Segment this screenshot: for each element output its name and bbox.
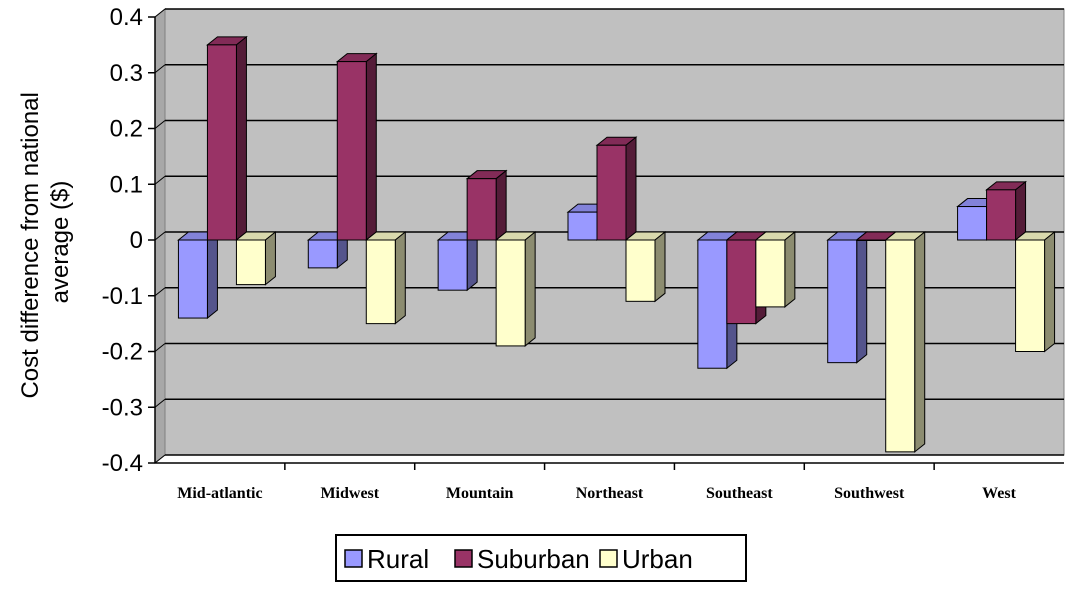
- x-tick-label: Midwest: [320, 485, 379, 502]
- bar-urban-northeast: [624, 230, 667, 303]
- x-tick-label: Mountain: [446, 485, 514, 502]
- bar-urban-mid-atlantic: [235, 230, 277, 286]
- bar-urban-southeast: [754, 230, 797, 308]
- legend-label-urban: Urban: [622, 544, 693, 574]
- bars: [177, 35, 1056, 453]
- bar-urban-midwest: [364, 230, 407, 325]
- bar-suburban-midwest: [335, 52, 378, 242]
- y-tick-label: 0.2: [110, 116, 143, 143]
- bar-front-face: [986, 189, 1017, 241]
- legend-box: [335, 534, 747, 582]
- bar-side-face: [1015, 180, 1027, 242]
- x-tick-label: West: [982, 485, 1016, 502]
- bar-suburban-west: [985, 180, 1027, 242]
- bar-front-face: [336, 61, 367, 241]
- bar-side-face: [466, 230, 478, 292]
- x-tick-label: Northeast: [576, 485, 644, 502]
- bar-front-face: [567, 211, 598, 241]
- bar-front-face: [755, 239, 786, 308]
- y-tick-labels: 0.4 0.3 0.2 0.1 0 -0.1 -0.2 -0.3 -0.4: [102, 4, 143, 477]
- gridline-depth: [154, 398, 166, 408]
- x-tick-label: Southwest: [834, 485, 905, 502]
- y-tick-label: 0.4: [110, 4, 143, 31]
- gridline-depth: [154, 343, 166, 352]
- y-axis-label: Cost difference from national average ($…: [17, 85, 74, 398]
- legend-swatch-rural: [344, 549, 363, 568]
- bar-side-face: [856, 230, 868, 364]
- bar-side-face: [206, 230, 218, 320]
- bar-side-face: [495, 169, 507, 242]
- gridline-depth: [154, 8, 166, 18]
- x-tick-label: Mid-atlantic: [177, 485, 262, 502]
- bar-front-face: [466, 178, 497, 241]
- bar-side-face: [365, 52, 377, 242]
- x-tick-label: Southeast: [706, 485, 773, 502]
- bar-side-face: [394, 230, 406, 325]
- bar-suburban-mountain: [465, 169, 508, 242]
- bar-front-face: [365, 239, 396, 325]
- bar-side-face: [784, 230, 796, 308]
- gridline-depth: [154, 175, 166, 185]
- bar-front-face: [697, 239, 728, 369]
- bar-front-face: [957, 206, 988, 241]
- legend-label-rural: Rural: [367, 544, 429, 574]
- bar-front-face: [206, 44, 237, 241]
- bar-front-face: [625, 239, 656, 302]
- bar-side-face: [654, 230, 666, 303]
- y-tick-label: -0.4: [102, 450, 143, 477]
- bar-front-face: [495, 239, 526, 347]
- bar-front-face: [437, 239, 468, 291]
- bar-suburban-mid-atlantic: [206, 35, 248, 242]
- bar-front-face: [1015, 239, 1046, 352]
- bar-front-face: [307, 239, 338, 269]
- bar-side-face: [235, 35, 247, 242]
- legend-swatch-suburban: [454, 549, 473, 568]
- y-tick-label: -0.3: [102, 394, 143, 421]
- y-axis-label-line-1: Cost difference from national: [17, 92, 44, 398]
- bar-front-face: [856, 239, 887, 241]
- bar-side-face: [524, 230, 536, 347]
- bar-front-face: [827, 239, 858, 364]
- y-tick-label: 0: [130, 227, 143, 254]
- bar-front-face: [177, 239, 208, 319]
- bar-suburban-northeast: [595, 136, 638, 242]
- axes: [148, 16, 1064, 470]
- bar-side-face: [625, 136, 637, 242]
- bar-rural-mid-atlantic: [177, 230, 219, 320]
- gridline-depth: [154, 231, 166, 241]
- gridline-depth: [154, 64, 166, 74]
- bar-urban-southwest: [884, 230, 927, 453]
- bar-urban-mountain: [494, 230, 537, 347]
- bar-urban-west: [1014, 230, 1056, 353]
- bar-front-face: [726, 239, 757, 325]
- bar-side-face: [264, 230, 276, 286]
- bar-side-face: [1044, 230, 1056, 353]
- gridline-depth: [154, 454, 166, 464]
- y-tick-label: 0.1: [110, 171, 143, 198]
- legend-label-suburban: Suburban: [477, 544, 590, 574]
- bar-front-face: [885, 239, 916, 453]
- bar-rural-mountain: [436, 230, 479, 292]
- bar-front-face: [596, 144, 627, 241]
- x-tick-labels: Mid-atlantic Midwest Mountain Northeast Sout…: [177, 485, 1016, 502]
- bar-front-face: [235, 239, 266, 286]
- gridline-depth: [154, 120, 166, 129]
- bar-side-face: [914, 230, 926, 453]
- gridline-depth: [154, 287, 166, 297]
- y-tick-label: -0.1: [102, 283, 143, 310]
- y-tick-label: 0.3: [110, 60, 143, 87]
- legend: Rural Suburban Urban: [335, 534, 747, 582]
- y-axis-label-line-2: average ($): [47, 181, 74, 304]
- bar-rural-southwest: [826, 230, 869, 364]
- legend-swatch-urban: [599, 549, 618, 568]
- y-tick-label: -0.2: [102, 339, 143, 366]
